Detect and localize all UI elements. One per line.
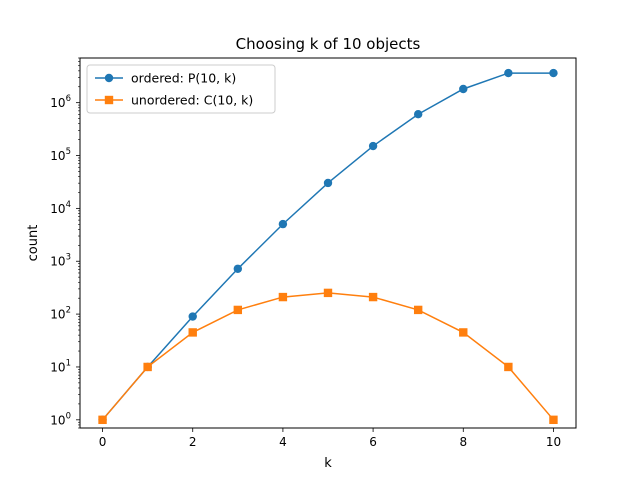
series-1-point xyxy=(368,292,378,302)
y-tick-label: 106 xyxy=(50,94,71,110)
y-tick-exponent: 5 xyxy=(66,147,71,157)
y-tick-label: 101 xyxy=(50,358,71,374)
x-axis: 0 2 4 6 8 10 xyxy=(99,428,561,449)
y-tick-exponent: 1 xyxy=(66,358,71,368)
y-tick-label: 104 xyxy=(50,200,71,216)
series-0-point xyxy=(459,84,468,94)
y-tick-base: 10 xyxy=(50,202,65,216)
y-tick-base: 10 xyxy=(50,255,65,269)
y-tick-exponent: 4 xyxy=(66,200,71,210)
series-1-point xyxy=(413,305,423,315)
x-axis-label: k xyxy=(324,456,332,471)
series-0-point xyxy=(188,312,197,321)
series-1-point xyxy=(549,415,558,425)
y-axis-label: count xyxy=(26,225,41,262)
series-0-point xyxy=(549,68,558,78)
y-tick-base: 10 xyxy=(50,413,65,427)
y-tick-exponent: 0 xyxy=(66,411,71,421)
series-1-point xyxy=(98,415,107,425)
y-tick-label: 105 xyxy=(50,147,71,163)
series-0-point xyxy=(233,264,243,273)
y-tick-label: 100 xyxy=(50,411,71,427)
x-tick-label: 6 xyxy=(369,435,377,449)
series-1-line xyxy=(101,292,555,421)
series-1-point xyxy=(188,328,197,337)
x-tick-label: 0 xyxy=(99,435,107,449)
plot-frame xyxy=(79,57,577,429)
y-tick-exponent: 3 xyxy=(66,253,71,263)
series-1-point xyxy=(323,288,333,298)
y-tick-label: 102 xyxy=(50,306,71,322)
series-1-point xyxy=(143,362,152,372)
y-tick-exponent: 2 xyxy=(66,306,71,316)
y-tick-label: 103 xyxy=(50,253,71,269)
y-tick-base: 10 xyxy=(50,96,65,110)
x-tick-label: 4 xyxy=(279,435,287,449)
legend-box xyxy=(86,64,276,114)
y-tick-base: 10 xyxy=(50,308,65,322)
y-tick-exponent: 6 xyxy=(66,94,71,104)
plot-area xyxy=(98,68,558,425)
series-1-point xyxy=(233,305,243,315)
legend-marker xyxy=(104,95,114,105)
series-0-point xyxy=(413,110,423,119)
x-tick-label: 2 xyxy=(189,435,197,449)
legend-label: ordered: P(10, k) xyxy=(131,71,236,86)
series-0-line xyxy=(101,72,554,421)
series-0-point xyxy=(368,141,378,151)
series-1-point xyxy=(459,328,468,337)
y-tick-base: 10 xyxy=(50,149,65,163)
series-0-point xyxy=(278,219,288,229)
series-1-point xyxy=(278,292,288,302)
series-1-point xyxy=(504,362,513,372)
series-0-point xyxy=(504,68,513,78)
x-tick-label: 8 xyxy=(459,435,467,449)
series-0-point xyxy=(323,178,333,188)
legend: ordered: P(10, k) unordered: C(10, k) xyxy=(86,64,276,114)
legend-label: unordered: C(10, k) xyxy=(131,93,253,108)
x-tick-label: 10 xyxy=(546,435,561,449)
chart-title: Choosing k of 10 objects xyxy=(236,35,421,53)
y-tick-base: 10 xyxy=(50,360,65,374)
legend-marker xyxy=(104,73,114,83)
